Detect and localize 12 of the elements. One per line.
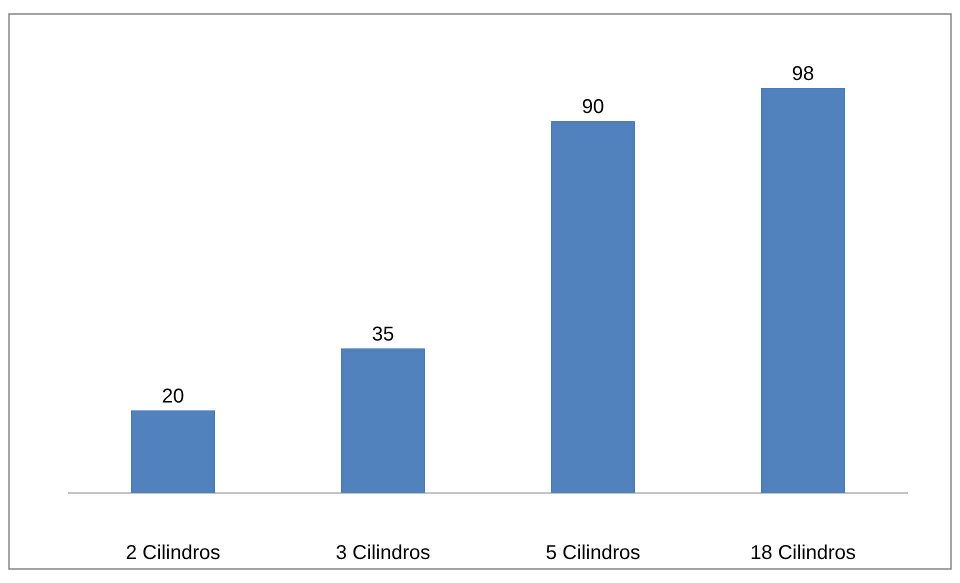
x-tick-label: 18 Cilindros	[750, 542, 856, 564]
data-label: 98	[792, 63, 814, 85]
x-tick-label: 2 Cilindros	[126, 542, 220, 564]
x-tick-label: 5 Cilindros	[546, 542, 640, 564]
bar	[761, 88, 845, 493]
bar	[341, 348, 425, 493]
bar	[131, 410, 215, 493]
x-tick-label: 3 Cilindros	[336, 542, 430, 564]
data-label: 20	[162, 385, 184, 408]
data-label: 90	[582, 96, 604, 118]
data-label: 35	[372, 323, 394, 346]
bar	[551, 121, 635, 493]
